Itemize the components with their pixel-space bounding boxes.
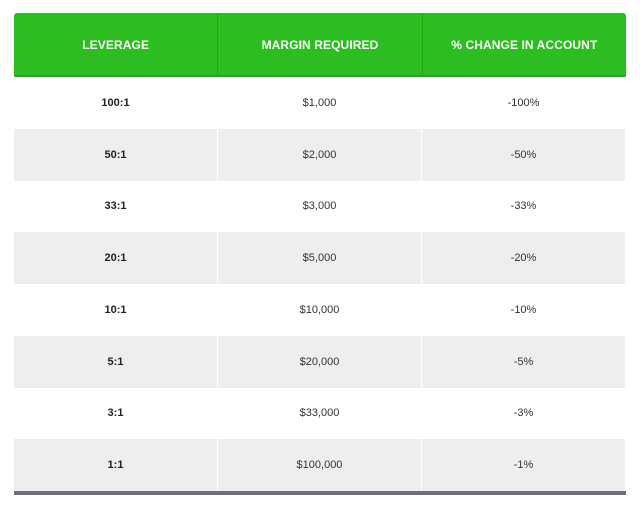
- change-cell: -10%: [422, 284, 626, 336]
- margin-cell: $3,000: [218, 180, 422, 233]
- table-footer-bar: [14, 491, 626, 495]
- table-header-row: LEVERAGE MARGIN REQUIRED % CHANGE IN ACC…: [14, 13, 626, 77]
- table-row: 100:1 $1,000 -100%: [14, 77, 626, 129]
- table-row: 33:1 $3,000 -33%: [14, 180, 626, 233]
- leverage-cell: 5:1: [14, 335, 218, 388]
- leverage-cell: 1:1: [14, 439, 218, 491]
- margin-cell: $2,000: [218, 128, 422, 181]
- change-cell: -3%: [422, 387, 626, 440]
- table-row: 1:1 $100,000 -1%: [14, 439, 626, 491]
- table-row: 20:1 $5,000 -20%: [14, 232, 626, 284]
- header-margin-required: MARGIN REQUIRED: [218, 13, 423, 77]
- header-leverage: LEVERAGE: [14, 13, 219, 77]
- change-cell: -33%: [422, 180, 626, 233]
- margin-cell: $10,000: [218, 284, 422, 336]
- change-cell: -1%: [422, 439, 626, 491]
- leverage-cell: 50:1: [14, 128, 218, 181]
- header-change-in-account: % CHANGE IN ACCOUNT: [451, 38, 598, 52]
- margin-cell: $5,000: [218, 232, 422, 284]
- margin-cell: $20,000: [218, 335, 422, 388]
- margin-cell: $33,000: [218, 387, 422, 440]
- change-cell: -100%: [422, 77, 626, 129]
- leverage-cell: 33:1: [14, 180, 218, 233]
- change-cell: -20%: [422, 232, 626, 284]
- table-row: 3:1 $33,000 -3%: [14, 387, 626, 440]
- leverage-cell: 20:1: [14, 232, 218, 284]
- table-row: 10:1 $10,000 -10%: [14, 284, 626, 336]
- change-cell: -5%: [422, 335, 626, 388]
- leverage-table: LEVERAGE MARGIN REQUIRED % CHANGE IN ACC…: [14, 13, 626, 495]
- leverage-cell: 3:1: [14, 387, 218, 440]
- margin-cell: $100,000: [218, 439, 422, 491]
- table-row: 50:1 $2,000 -50%: [14, 128, 626, 181]
- table-row: 5:1 $20,000 -5%: [14, 335, 626, 388]
- leverage-cell: 10:1: [14, 284, 218, 336]
- change-cell: -50%: [422, 128, 626, 181]
- leverage-cell: 100:1: [14, 77, 218, 129]
- margin-cell: $1,000: [218, 77, 422, 129]
